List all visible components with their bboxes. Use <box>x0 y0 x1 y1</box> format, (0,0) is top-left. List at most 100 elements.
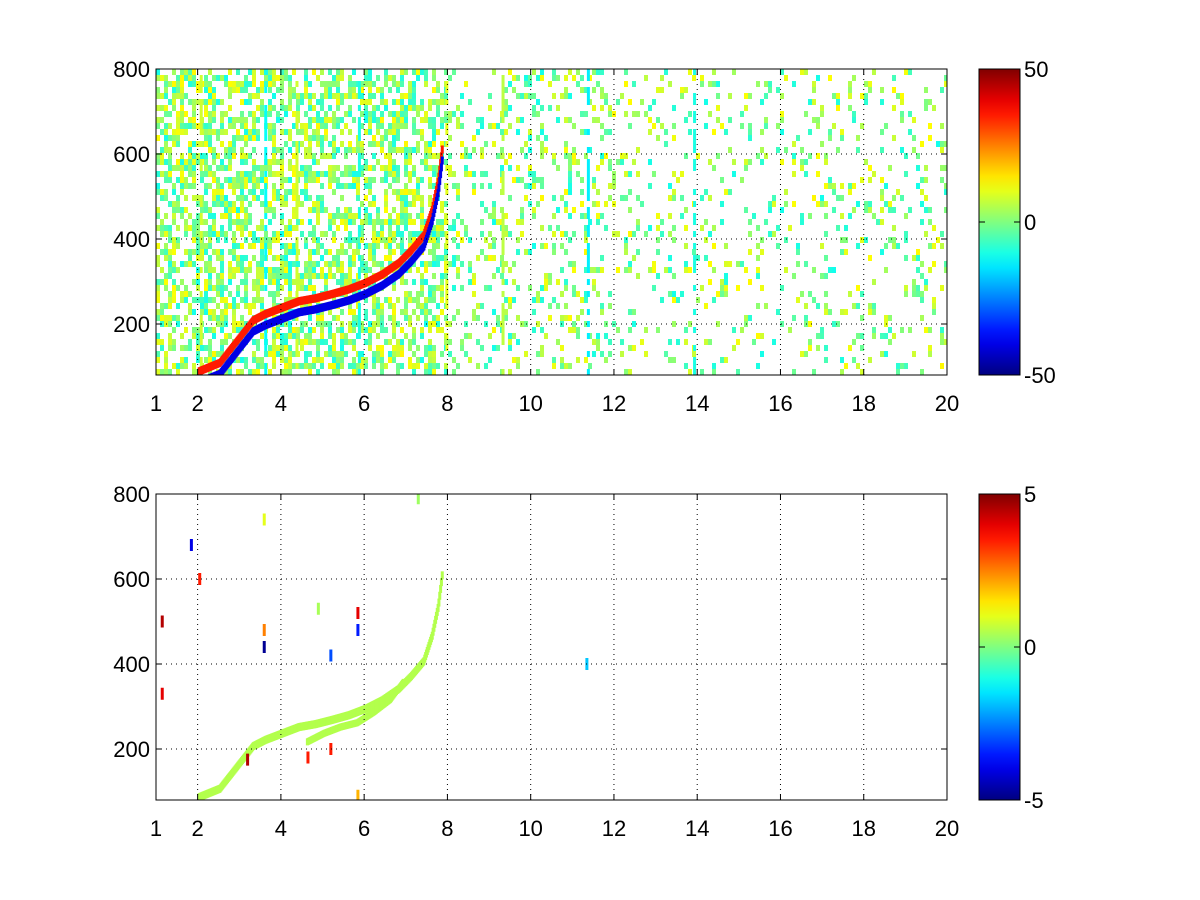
heatmap-cell <box>632 231 636 237</box>
heatmap-cell <box>620 339 624 345</box>
heatmap-streak-cell <box>357 159 361 165</box>
heatmap-cell <box>348 243 352 249</box>
heatmap-cell <box>880 99 884 105</box>
heatmap-cell <box>252 195 256 201</box>
heatmap-cell <box>660 75 664 81</box>
heatmap-cell <box>272 333 276 339</box>
heatmap-streak-cell <box>264 195 268 201</box>
heatmap-cell <box>624 237 628 243</box>
heatmap-cell <box>336 363 340 369</box>
heatmap-cell <box>532 309 536 315</box>
heatmap-cell <box>176 141 180 147</box>
heatmap-cell <box>700 369 704 375</box>
heatmap-cell <box>868 177 872 183</box>
heatmap-cell <box>588 333 592 339</box>
heatmap-cell <box>444 249 448 255</box>
heatmap-cell <box>432 345 436 351</box>
heatmap-cell <box>584 87 588 93</box>
heatmap-cell <box>856 135 860 141</box>
heatmap-cell <box>436 99 440 105</box>
heatmap-streak-cell <box>501 87 505 93</box>
heatmap-cell <box>836 195 840 201</box>
heatmap-cell <box>280 201 284 207</box>
heatmap-cell <box>780 111 784 117</box>
heatmap-cell <box>352 255 356 261</box>
heatmap-cell <box>384 201 388 207</box>
heatmap-cell <box>628 261 632 267</box>
heatmap-cell <box>184 111 188 117</box>
heatmap-cell <box>356 177 360 183</box>
heatmap-cell <box>308 363 312 369</box>
heatmap-cell <box>292 153 296 159</box>
heatmap-streak-cell <box>264 327 268 333</box>
heatmap-cell <box>272 159 276 165</box>
heatmap-streak-cell <box>501 171 505 177</box>
heatmap-cell <box>228 87 232 93</box>
heatmap-cell <box>212 117 216 123</box>
heatmap-cell <box>192 171 196 177</box>
heatmap-cell <box>432 261 436 267</box>
heatmap-cell <box>204 81 208 87</box>
heatmap-cell <box>288 219 292 225</box>
heatmap-cell <box>832 267 836 273</box>
heatmap-cell <box>400 213 404 219</box>
heatmap-cell <box>416 183 420 189</box>
heatmap-cell <box>816 333 820 339</box>
heatmap-cell <box>320 183 324 189</box>
heatmap-cell <box>488 213 492 219</box>
heatmap-cell <box>284 297 288 303</box>
heatmap-cell <box>552 69 556 75</box>
heatmap-cell <box>524 141 528 147</box>
heatmap-cell <box>556 165 560 171</box>
heatmap-cell <box>712 69 716 75</box>
heatmap-cell <box>232 207 236 213</box>
heatmap-cell <box>548 81 552 87</box>
heatmap-cell <box>212 171 216 177</box>
heatmap-cell <box>712 297 716 303</box>
heatmap-cell <box>488 255 492 261</box>
heatmap-cell <box>376 219 380 225</box>
heatmap-cell <box>216 291 220 297</box>
heatmap-cell <box>912 285 916 291</box>
heatmap-cell <box>848 87 852 93</box>
heatmap-cell <box>172 297 176 303</box>
heatmap-cell <box>872 309 876 315</box>
heatmap-cell <box>708 81 712 87</box>
heatmap-cell <box>488 357 492 363</box>
heatmap-cell <box>940 339 944 345</box>
heatmap-cell <box>656 225 660 231</box>
heatmap-cell <box>204 165 208 171</box>
heatmap-cell <box>428 357 432 363</box>
heatmap-streak-cell <box>199 339 203 345</box>
heatmap-cell <box>220 225 224 231</box>
heatmap-cell <box>288 291 292 297</box>
heatmap-cell <box>228 291 232 297</box>
heatmap-cell <box>432 255 436 261</box>
heatmap-cell <box>760 99 764 105</box>
heatmap-cell <box>208 171 212 177</box>
heatmap-cell <box>508 195 512 201</box>
heatmap-cell <box>236 69 240 75</box>
heatmap-cell <box>596 189 600 195</box>
heatmap-cell <box>908 327 912 333</box>
heatmap-cell <box>380 117 384 123</box>
heatmap-cell <box>928 267 932 273</box>
heatmap-cell <box>368 75 372 81</box>
heatmap-cell <box>296 249 300 255</box>
heatmap-cell <box>408 321 412 327</box>
heatmap-cell <box>212 309 216 315</box>
heatmap-cell <box>924 207 928 213</box>
heatmap-cell <box>192 327 196 333</box>
heatmap-cell <box>232 135 236 141</box>
heatmap-cell <box>304 333 308 339</box>
heatmap-cell <box>168 249 172 255</box>
heatmap-cell <box>200 243 204 249</box>
heatmap-cell <box>332 153 336 159</box>
heatmap-streak-cell <box>295 153 299 159</box>
heatmap-cell <box>332 231 336 237</box>
heatmap-cell <box>244 141 248 147</box>
heatmap-cell <box>392 99 396 105</box>
heatmap-cell <box>272 231 276 237</box>
heatmap-cell <box>928 207 932 213</box>
ridge-shadow-cell <box>205 375 208 383</box>
